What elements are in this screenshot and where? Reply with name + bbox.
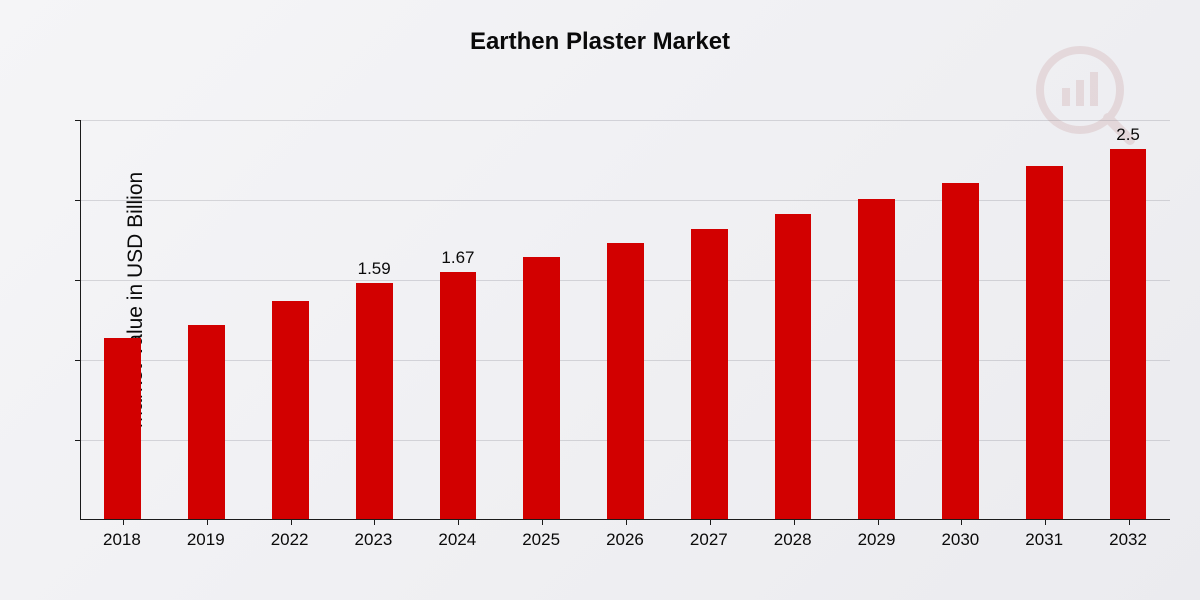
bar-slot	[835, 120, 919, 519]
x-tick	[207, 519, 208, 525]
x-tick	[374, 519, 375, 525]
x-tick	[710, 519, 711, 525]
bar-slot: 1.59	[332, 120, 416, 519]
bar	[607, 243, 644, 519]
x-tick	[542, 519, 543, 525]
bar-slot	[751, 120, 835, 519]
x-axis-labels: 2018201920222023202420252026202720282029…	[80, 530, 1170, 550]
bar-value-label: 1.59	[358, 259, 391, 279]
bar-slot	[165, 120, 249, 519]
x-axis-label: 2030	[918, 530, 1002, 550]
x-tick	[1129, 519, 1130, 525]
chart-title: Earthen Plaster Market	[0, 28, 1200, 56]
x-axis-label: 2018	[80, 530, 164, 550]
x-axis-label: 2029	[835, 530, 919, 550]
bar	[356, 283, 393, 519]
x-tick	[961, 519, 962, 525]
x-axis-label: 2019	[164, 530, 248, 550]
bar	[104, 338, 141, 519]
x-tick	[458, 519, 459, 525]
x-tick	[626, 519, 627, 525]
bar-slot: 1.67	[416, 120, 500, 519]
bar	[858, 199, 895, 519]
bar	[1110, 149, 1147, 519]
bar-slot	[919, 120, 1003, 519]
x-tick	[291, 519, 292, 525]
bar-slot	[500, 120, 584, 519]
bar	[272, 301, 309, 519]
x-tick	[1045, 519, 1046, 525]
x-tick	[794, 519, 795, 525]
bar-slot	[249, 120, 333, 519]
bar-slot	[584, 120, 668, 519]
bar	[188, 325, 225, 519]
bar-slot	[81, 120, 165, 519]
x-axis-label: 2027	[667, 530, 751, 550]
plot-area: 1.59 1.67 2.5	[80, 120, 1170, 520]
bar	[942, 183, 979, 519]
x-axis-label: 2028	[751, 530, 835, 550]
bars-container: 1.59 1.67 2.5	[81, 120, 1170, 519]
bar	[523, 257, 560, 519]
bar	[691, 229, 728, 519]
bar	[1026, 166, 1063, 519]
bar	[775, 214, 812, 519]
x-axis-label: 2022	[248, 530, 332, 550]
x-axis-label: 2026	[583, 530, 667, 550]
bar-slot	[1002, 120, 1086, 519]
bar-value-label: 1.67	[441, 248, 474, 268]
x-axis-label: 2025	[499, 530, 583, 550]
x-tick	[123, 519, 124, 525]
x-axis-label: 2032	[1086, 530, 1170, 550]
x-axis-label: 2023	[332, 530, 416, 550]
bar-value-label: 2.5	[1116, 125, 1140, 145]
x-axis-label: 2024	[415, 530, 499, 550]
x-tick	[878, 519, 879, 525]
bar-slot	[667, 120, 751, 519]
bar	[440, 272, 477, 519]
bar-slot: 2.5	[1086, 120, 1170, 519]
x-axis-label: 2031	[1002, 530, 1086, 550]
